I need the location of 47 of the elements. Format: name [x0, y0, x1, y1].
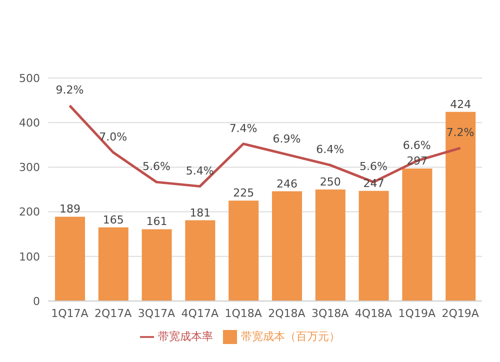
data-label: 247 — [363, 176, 384, 190]
x-tick-label: 4Q18A — [354, 306, 393, 320]
bar — [55, 216, 85, 301]
x-tick-label: 1Q19A — [398, 306, 436, 320]
data-label: 424 — [450, 98, 472, 111]
data-label: 5.6% — [142, 160, 170, 174]
bar — [315, 190, 346, 301]
bar — [446, 112, 476, 301]
legend-label: 带宽成本率 — [158, 330, 213, 343]
x-tick-label: 2Q17A — [94, 306, 132, 320]
data-label: 6.4% — [316, 143, 344, 156]
bar — [228, 200, 259, 301]
y-tick-label: 400 — [19, 116, 40, 130]
data-label: 5.4% — [186, 164, 214, 178]
data-label: 246 — [276, 177, 298, 190]
x-tick-label: 1Q17A — [51, 306, 89, 320]
data-label: 7.2% — [446, 126, 474, 140]
data-label: 250 — [320, 176, 341, 188]
data-label: 7.0% — [99, 130, 128, 144]
bar — [272, 191, 302, 301]
x-tick-label: 4Q17A — [181, 306, 219, 320]
data-label: 6.6% — [402, 138, 431, 152]
data-label: 6.9% — [272, 132, 301, 146]
y-tick-label: 100 — [19, 250, 40, 264]
x-tick-label: 2Q19A — [442, 306, 480, 320]
data-label: 161 — [146, 215, 168, 228]
x-tick-label: 2Q18A — [268, 306, 306, 320]
y-tick-label: 300 — [19, 161, 40, 174]
bar — [185, 220, 216, 301]
y-tick-label: 500 — [19, 72, 40, 85]
bar — [402, 168, 432, 301]
data-label: 5.6% — [360, 160, 388, 174]
legend-label: 带宽成本（百万元） — [241, 330, 340, 343]
bar — [142, 229, 172, 301]
data-label: 7.4% — [229, 122, 258, 135]
y-tick-label: 200 — [19, 206, 40, 219]
data-label: 9.2% — [56, 84, 84, 97]
bar — [98, 227, 128, 301]
data-label: 165 — [102, 213, 124, 226]
data-label: 181 — [190, 206, 211, 220]
bar — [358, 190, 389, 301]
data-label: 189 — [60, 202, 80, 216]
data-label: 225 — [233, 186, 254, 200]
x-tick-label: 3Q17A — [138, 306, 176, 320]
x-tick-label: 1Q18A — [224, 306, 262, 320]
x-tick-label: 3Q18A — [312, 306, 350, 320]
y-tick-label: 0 — [33, 294, 40, 308]
